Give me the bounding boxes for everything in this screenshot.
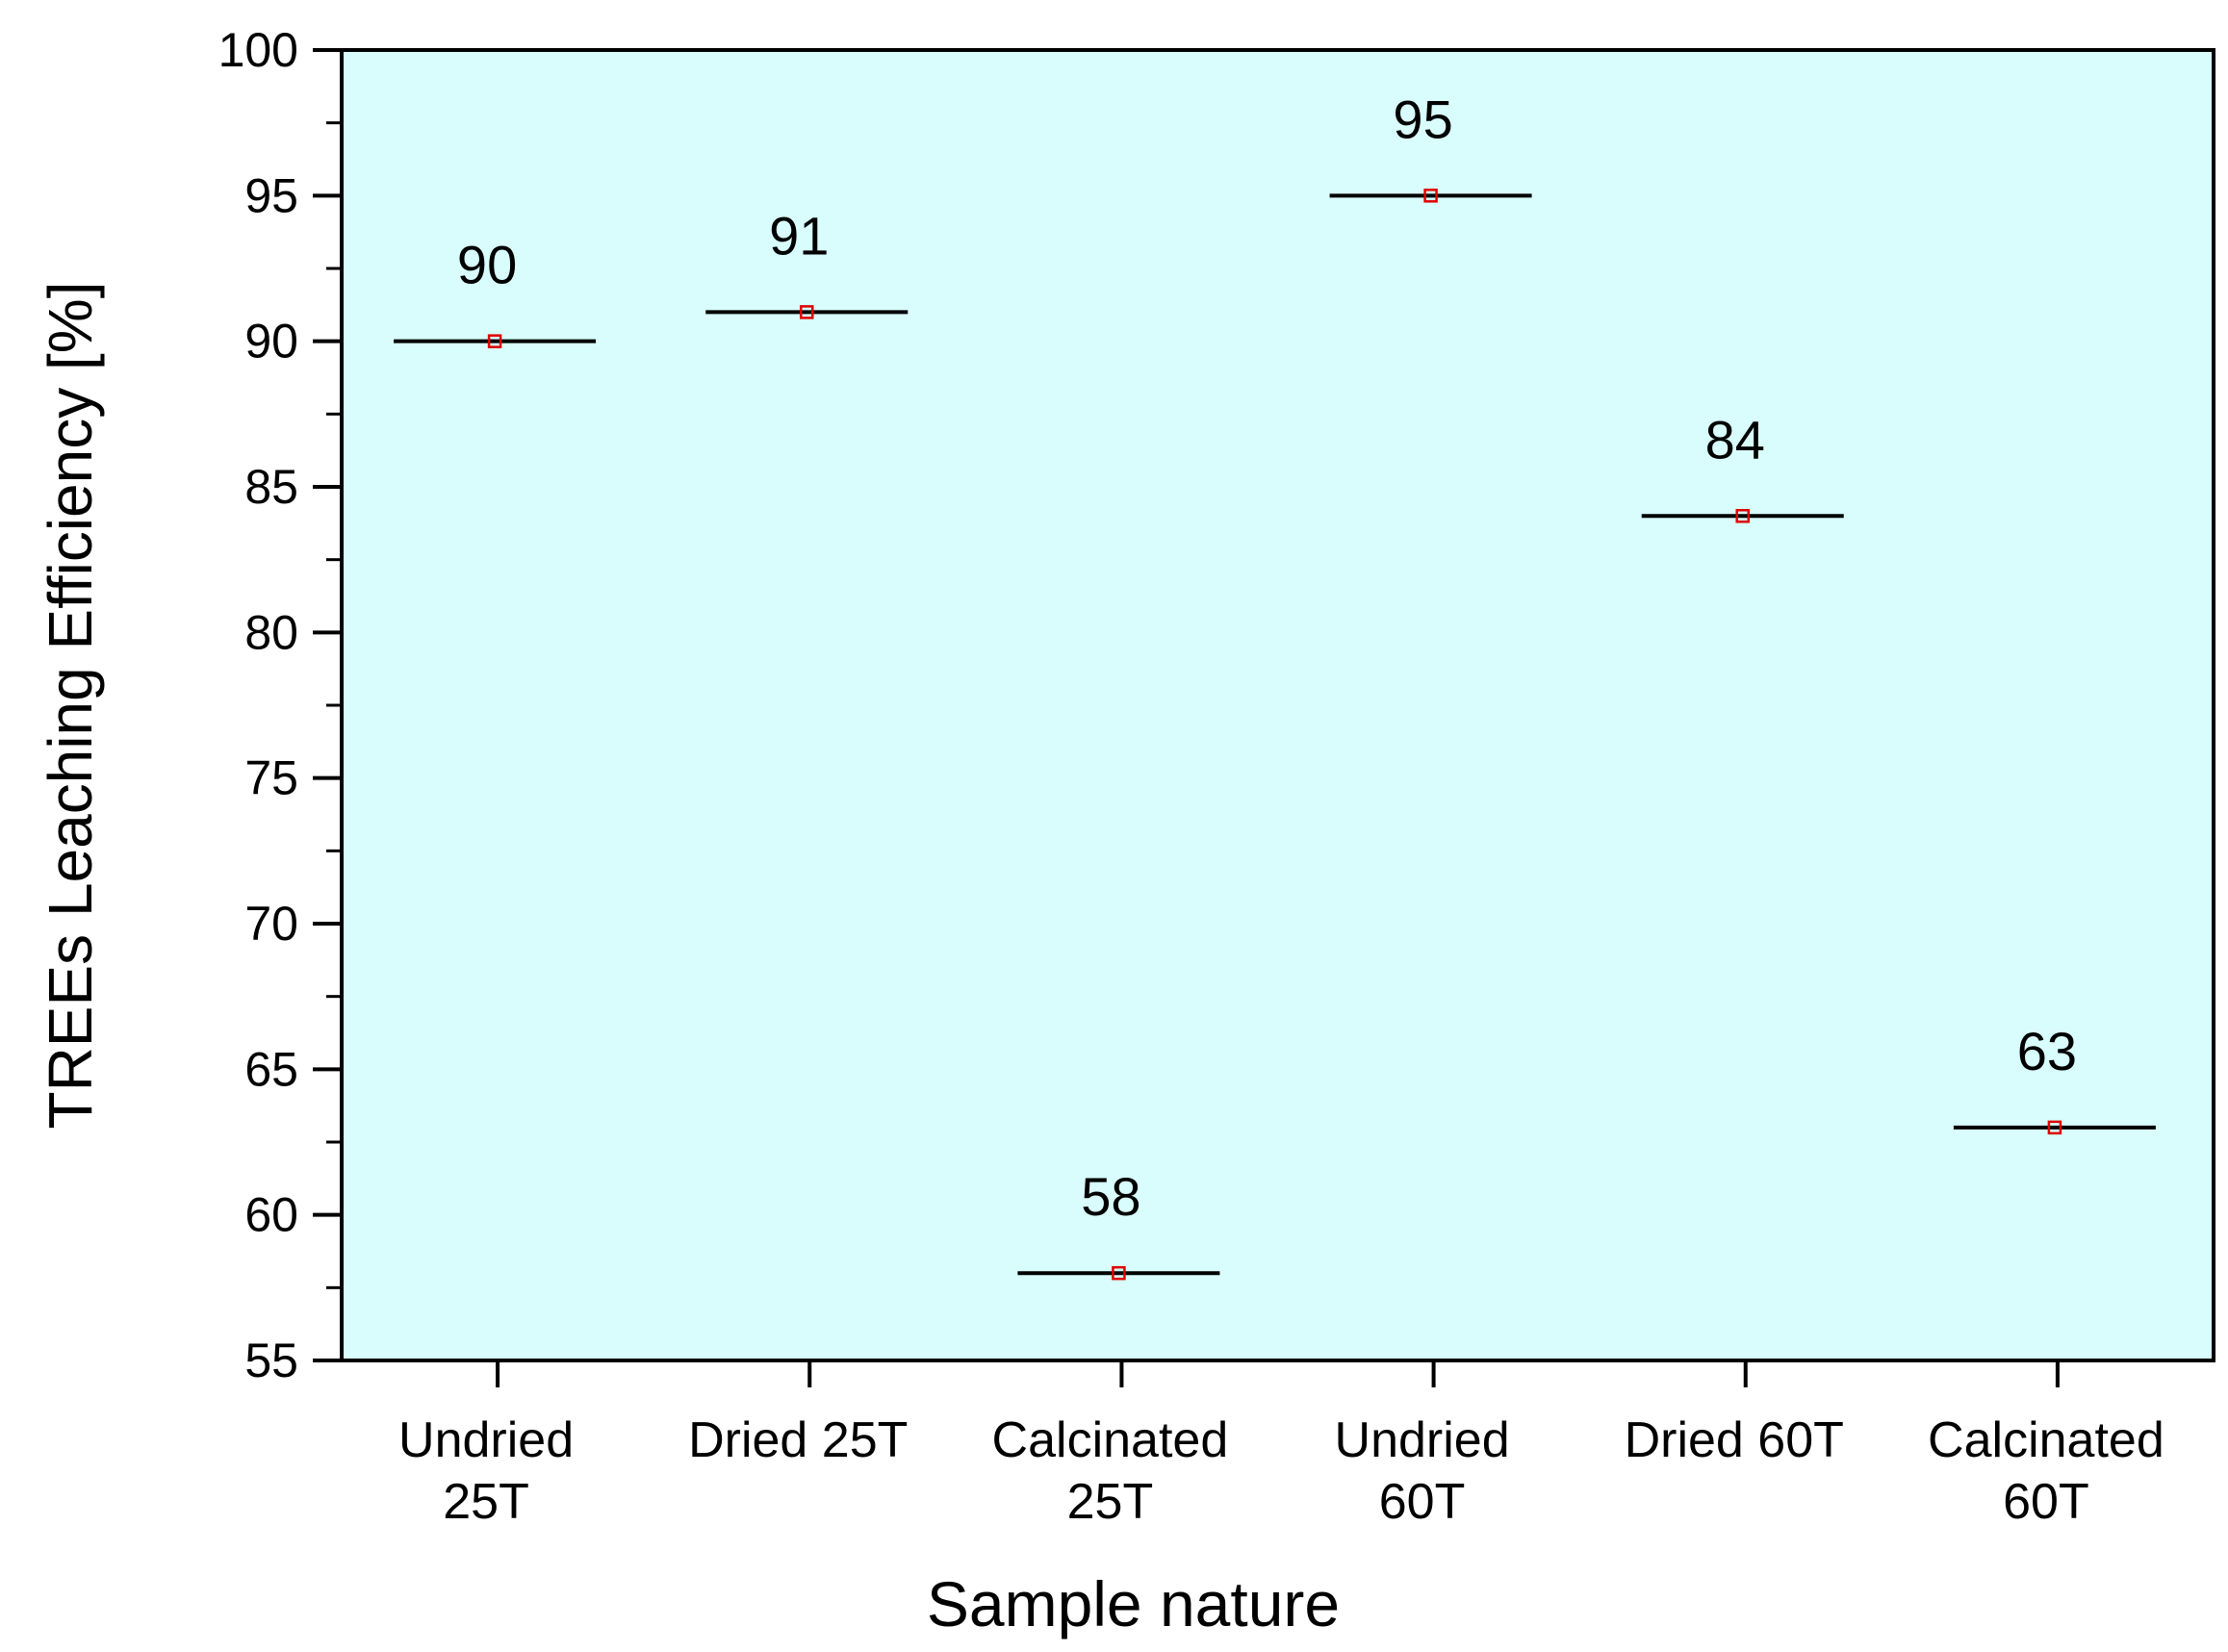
data-series: 90 91 58 95 84 63 <box>394 89 2156 1281</box>
x-tick-label-line: 25T <box>443 1474 529 1530</box>
data-label: 91 <box>769 205 829 266</box>
x-tick-label: Dried 60T <box>1625 1412 1844 1468</box>
x-tick-label-line: Dried 25T <box>688 1412 908 1468</box>
y-tick-label: 55 <box>244 1334 298 1387</box>
y-tick-label: 60 <box>244 1188 298 1242</box>
data-point <box>2047 1120 2062 1135</box>
x-tick-label-line: 60T <box>2003 1474 2089 1530</box>
x-tick-label: Undried 25T <box>398 1412 574 1530</box>
x-tick-label-line: Dried 60T <box>1625 1412 1844 1468</box>
x-tick-label-line: Calcinated <box>1928 1412 2164 1468</box>
data-point <box>1735 509 1750 523</box>
data-label: 90 <box>457 235 517 295</box>
x-axis: Undried 25T Dried 25T Calcinated 25T Undried 6… <box>398 1360 2164 1530</box>
y-tick-label: 100 <box>218 23 298 77</box>
x-tick-label-line: Undried <box>1335 1412 1510 1468</box>
y-tick-label: 95 <box>244 168 298 222</box>
y-tick-label: 70 <box>244 897 298 951</box>
plot-area <box>340 48 2215 1362</box>
x-tick-label: Dried 25T <box>688 1412 908 1468</box>
y-tick-label: 65 <box>244 1042 298 1096</box>
x-tick-label-line: Calcinated <box>992 1412 1229 1468</box>
y-tick-label: 80 <box>244 605 298 659</box>
x-tick-label-line: 25T <box>1067 1474 1154 1530</box>
data-label: 84 <box>1705 409 1765 470</box>
x-axis-label: Sample nature <box>927 1568 1340 1639</box>
x-tick-label-line: 60T <box>1379 1474 1466 1530</box>
x-tick-label: Calcinated 60T <box>1928 1412 2164 1530</box>
data-point <box>800 305 814 319</box>
data-point <box>487 334 502 348</box>
x-tick-label-line: Undried <box>398 1412 574 1468</box>
x-tick-label: Undried 60T <box>1335 1412 1510 1530</box>
y-axis-label: TREEs Leaching Efficiency [%] <box>36 282 105 1130</box>
data-label: 95 <box>1393 89 1452 149</box>
y-axis: 55 60 65 70 75 80 85 90 95 100 <box>218 23 342 1387</box>
data-label: 63 <box>2017 1021 2077 1081</box>
data-point <box>1112 1265 1126 1281</box>
x-tick-label: Calcinated 25T <box>992 1412 1229 1530</box>
y-tick-label: 75 <box>244 751 298 805</box>
y-tick-label: 90 <box>244 315 298 369</box>
data-label: 58 <box>1081 1166 1140 1227</box>
y-tick-label: 85 <box>244 460 298 514</box>
data-point <box>1423 189 1438 203</box>
